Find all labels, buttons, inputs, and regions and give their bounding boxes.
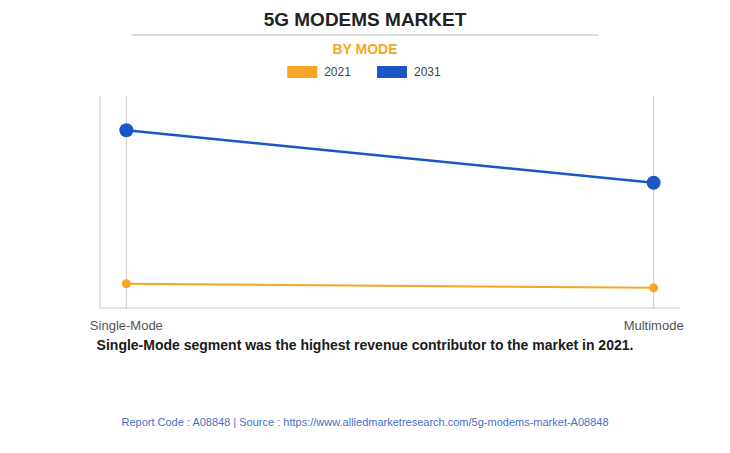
title-rule <box>131 35 598 36</box>
x-tick-label: Single-Mode <box>90 318 163 333</box>
series <box>119 123 660 189</box>
y-axis-line <box>100 96 101 308</box>
grid-line <box>653 96 654 308</box>
point <box>122 279 131 288</box>
legend-swatch <box>377 66 407 78</box>
series-line <box>126 130 653 182</box>
title: 5G MODEMS MARKET <box>264 9 467 30</box>
chart: 5G MODEMS MARKET BY MODE 2021 2031 Single-Mo… <box>0 0 730 453</box>
footer: Report Code : A08848 | Source : https://… <box>121 416 608 428</box>
subtitle: BY MODE <box>332 41 397 57</box>
annotation: Single-Mode segment was the highest reve… <box>97 337 634 353</box>
point <box>119 123 133 137</box>
background <box>0 0 730 453</box>
point <box>649 283 658 292</box>
x-axis-line <box>100 308 680 309</box>
marks <box>119 123 660 292</box>
series <box>122 279 658 292</box>
point <box>647 176 661 190</box>
grid <box>126 96 653 308</box>
legend: 2021 2031 <box>287 65 441 79</box>
legend-swatch <box>287 66 317 78</box>
legend-label: 2031 <box>414 65 441 79</box>
series-line <box>126 284 653 288</box>
legend-label: 2021 <box>324 65 351 79</box>
x-tick-label: Multimode <box>624 318 684 333</box>
